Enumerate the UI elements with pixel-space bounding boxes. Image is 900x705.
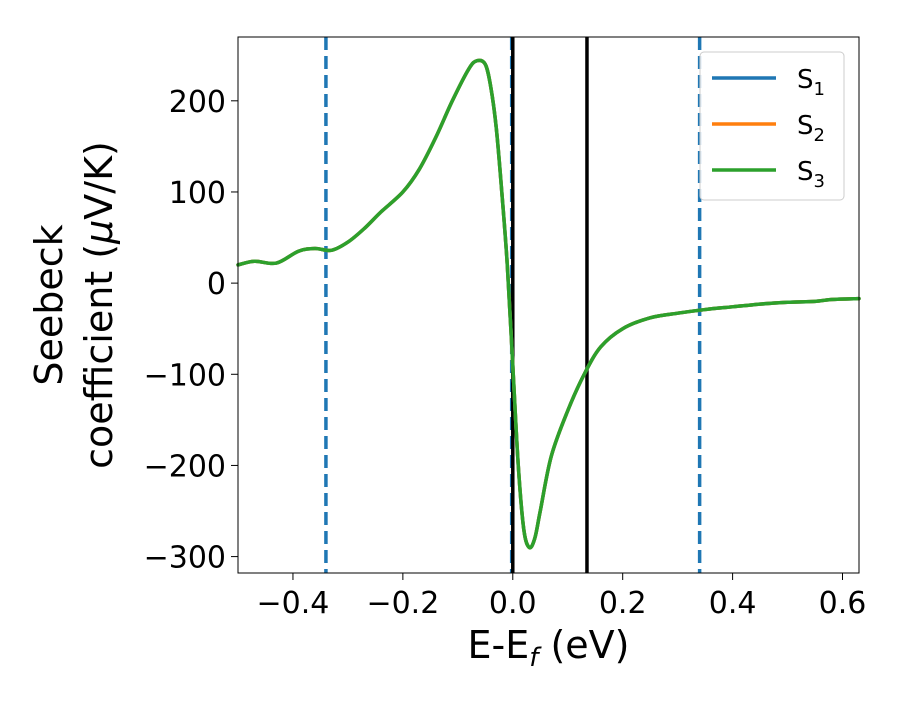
x-axis-label-main: E-E [468,623,530,667]
legend-label-S2: S2 [797,111,825,146]
legend-label-main: S [797,157,814,187]
y-axis-label-unit: V/K) [77,141,121,220]
x-axis-label-unit: (eV) [538,623,629,667]
y-axis-label-text: coefficient ( [77,244,121,469]
x-tick-label: 0.6 [819,586,867,621]
y-tick-label: −300 [144,541,226,576]
legend-label-S1: S1 [797,65,825,100]
legend-label-S3: S3 [797,157,825,192]
y-axis-label-line1: Seebeck [27,224,71,385]
plot-frame [237,36,860,574]
legend-label-subscript: 2 [814,125,825,146]
x-tick-label: 0.0 [489,586,537,621]
y-tick-label: 200 [169,85,226,120]
series-line-S3 [236,58,861,550]
y-axis-label: Seebeck coefficient (μV/K) [27,141,121,469]
y-axis-label-line2: coefficient (μV/K) [77,141,121,469]
reference-lines [324,37,702,573]
legend-label-subscript: 1 [814,79,825,100]
x-tick-label: 0.4 [709,586,757,621]
legend-label-main: S [797,65,814,95]
x-axis-label: E-Ef (eV) [468,623,630,673]
y-tick-label: −100 [144,358,226,393]
legend-label-subscript: 3 [814,171,825,192]
y-axis-label-mu: μ [77,220,121,245]
y-tick-label: −200 [144,449,226,484]
x-tick-label: −0.4 [257,586,330,621]
y-tick-label: 0 [207,267,226,302]
legend-label-main: S [797,111,814,141]
y-axis-ticks: 200 100 0 −100 −200 −300 [144,85,238,576]
x-axis-ticks: −0.4 −0.2 0.0 0.2 0.4 0.6 [257,573,867,621]
y-tick-label: 100 [169,176,226,211]
series-lines [236,58,861,550]
x-tick-label: −0.2 [366,586,439,621]
x-tick-label: 0.2 [599,586,647,621]
legend-box [699,51,845,201]
